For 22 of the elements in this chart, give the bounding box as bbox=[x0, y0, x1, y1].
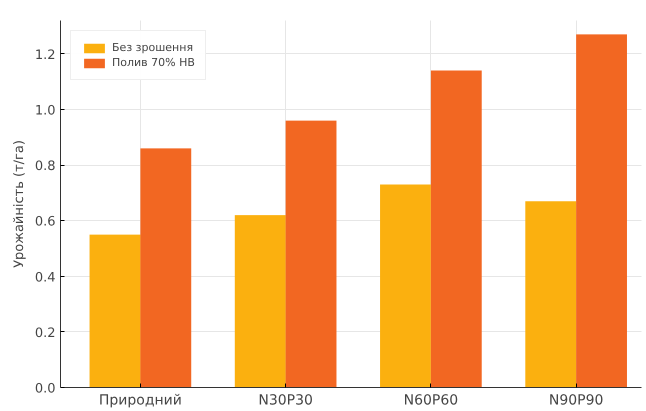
bar bbox=[430, 70, 482, 388]
bar bbox=[140, 148, 192, 388]
y-tick-label: 0.4 bbox=[34, 270, 56, 286]
x-tick-label: N60P60 bbox=[404, 392, 458, 408]
bar bbox=[90, 234, 140, 388]
legend-label: Полив 70% НВ bbox=[112, 56, 195, 69]
bar bbox=[234, 215, 286, 388]
y-tick-label: 0.0 bbox=[34, 382, 56, 396]
x-tick-label: Природний bbox=[98, 392, 182, 408]
y-axis-title: Урожайність (т/га) bbox=[12, 140, 27, 268]
bar bbox=[525, 201, 576, 388]
x-tick-label: N30P30 bbox=[258, 392, 313, 408]
bar bbox=[286, 120, 336, 388]
legend-label: Без зрошення bbox=[112, 41, 194, 54]
y-tick-label: 0.6 bbox=[34, 214, 56, 230]
y-tick-label: 1.2 bbox=[34, 48, 56, 63]
y-tick-label: 0.8 bbox=[34, 159, 56, 174]
x-tick-label: N90P90 bbox=[548, 392, 604, 408]
y-tick-label: 1.0 bbox=[34, 103, 56, 118]
bar bbox=[380, 184, 431, 388]
bar bbox=[576, 34, 627, 388]
y-tick-label: 0.2 bbox=[34, 326, 56, 341]
